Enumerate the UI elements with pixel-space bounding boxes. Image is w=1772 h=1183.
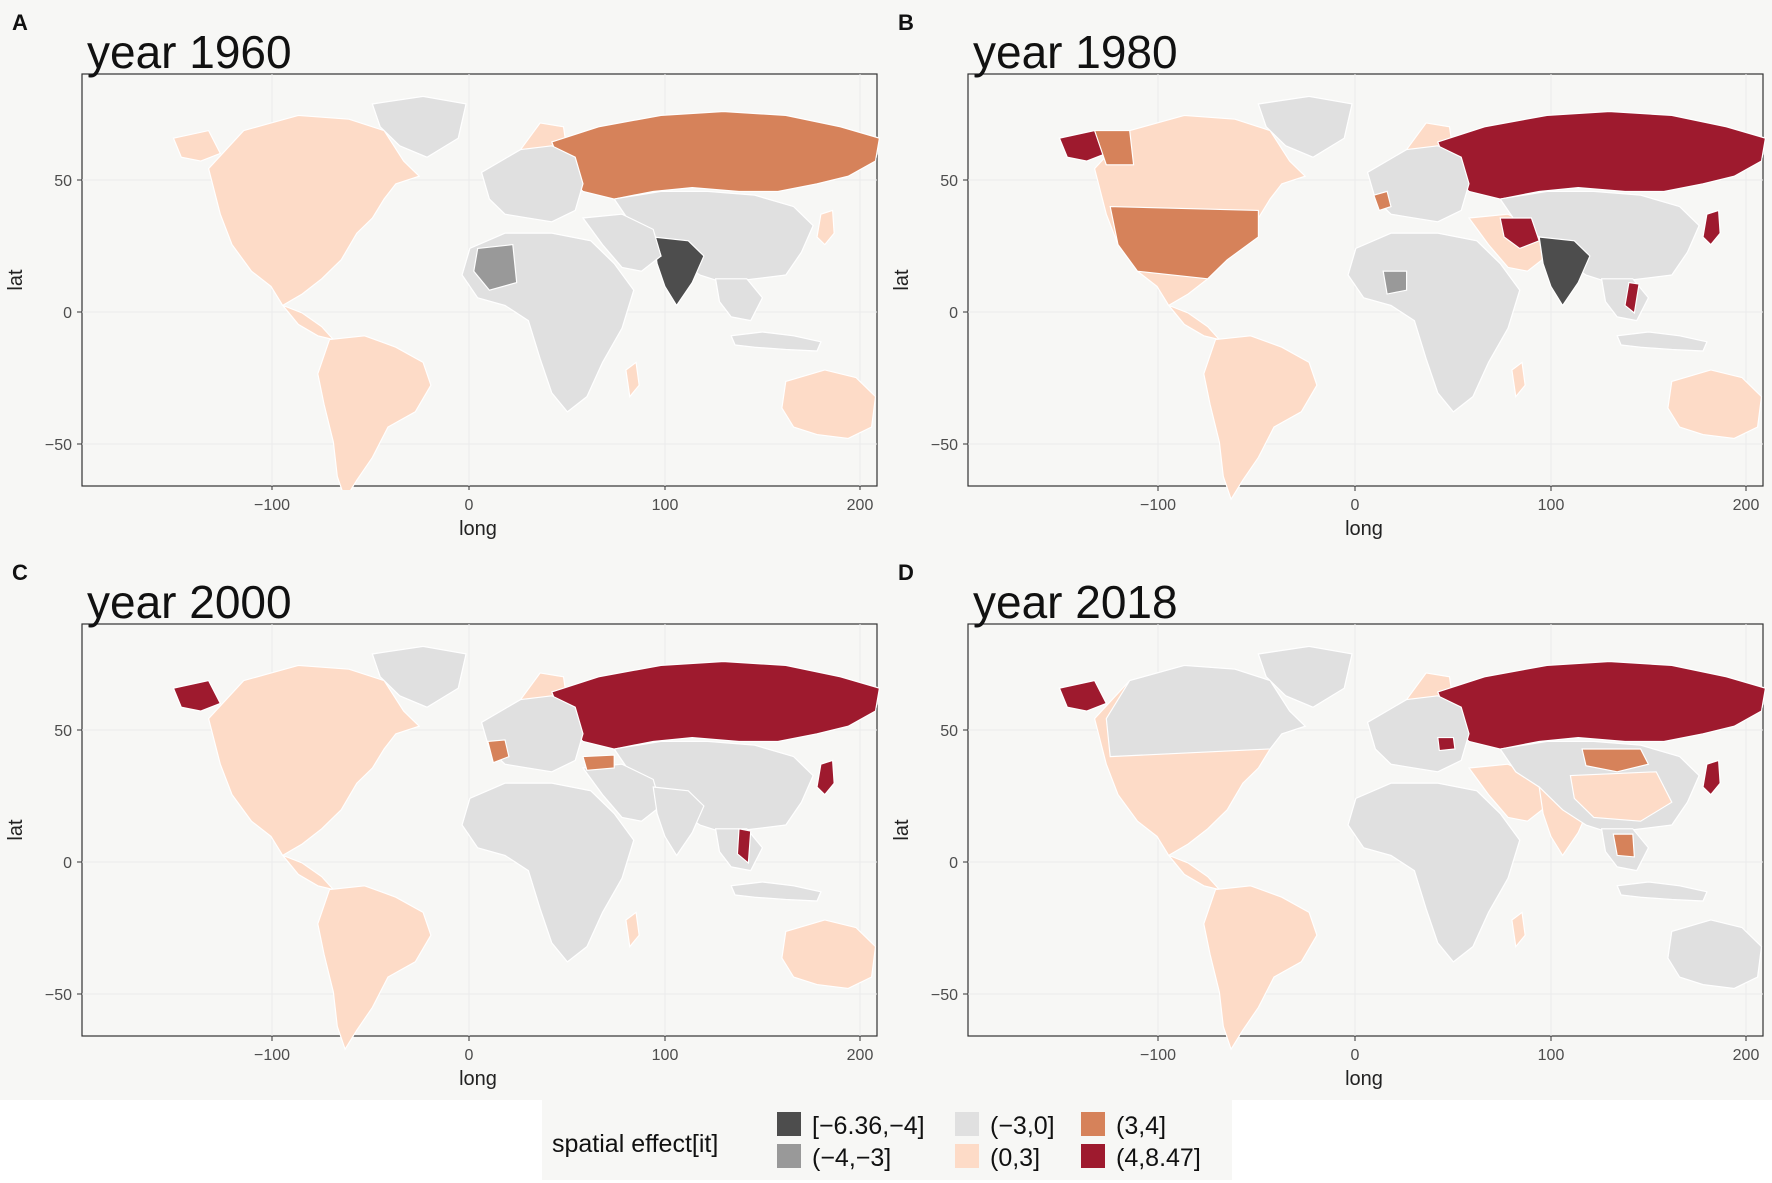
panel-a-letter: A (12, 10, 28, 35)
panel-a-xlabel: long (459, 518, 497, 540)
legend-swatch-3 (955, 1112, 979, 1136)
panel-a-xtick-0: 0 (465, 497, 474, 514)
panel-b-world-map (1058, 95, 1772, 500)
panel-b-xlabel: long (1345, 518, 1383, 540)
panel-b-x-ticks: −100 0 100 200 (1140, 486, 1759, 514)
panel-d-world-map (1058, 645, 1772, 1050)
panel-c: C year 2000 50 0 −50 (0, 550, 902, 1100)
panel-c-ytick-0: 0 (63, 855, 72, 872)
panel-d: D year 2018 50 0 (886, 550, 1772, 1100)
legend-swatch-6 (1081, 1144, 1105, 1168)
panel-a-ytick-0: 0 (63, 305, 72, 322)
panel-a: A year 1960 50 0 (0, 0, 902, 500)
panel-b: B year 1980 50 (886, 0, 1772, 550)
panel-d-xlabel: long (1345, 1068, 1383, 1090)
panel-a-world-map (172, 95, 902, 500)
legend-swatch-2 (777, 1144, 801, 1168)
legend-label-3: (−3,0] (990, 1112, 1055, 1140)
panel-d-ytick-minus50: −50 (931, 987, 958, 1004)
panel-c-ylabel: lat (5, 819, 27, 841)
panel-b-ytick-50: 50 (940, 173, 958, 190)
panel-a-ylabel: lat (5, 269, 27, 291)
panel-a-ytick-50: 50 (54, 173, 72, 190)
panel-a-xtick-200: 200 (847, 497, 874, 514)
panel-a-bottom: −100 0 100 200 long (0, 490, 886, 550)
panel-b-xtick-0: 0 (1351, 497, 1360, 514)
panel-c-x-ticks: −100 0 100 200 (254, 1036, 873, 1064)
legend: spatial effect[it] [−6.36,−4] (−4,−3] (−… (542, 1100, 1232, 1180)
panel-c-y-ticks: 50 0 −50 (45, 723, 82, 1004)
panel-b-xtick-minus100: −100 (1140, 497, 1176, 514)
panel-d-xtick-200: 200 (1733, 1047, 1760, 1064)
panel-b-ytick-minus50: −50 (931, 437, 958, 454)
panel-c-ytick-50: 50 (54, 723, 72, 740)
panel-d-xtick-100: 100 (1538, 1047, 1565, 1064)
panel-b-ytick-0: 0 (949, 305, 958, 322)
panel-d-y-ticks: 50 0 −50 (931, 723, 968, 1004)
panel-c-xtick-100: 100 (652, 1047, 679, 1064)
legend-swatch-1 (777, 1112, 801, 1136)
panel-d-x-ticks: −100 0 100 200 (1140, 1036, 1759, 1064)
panel-d-title: year 2018 (973, 576, 1178, 628)
panel-d-ytick-50: 50 (940, 723, 958, 740)
panel-c-ytick-minus50: −50 (45, 987, 72, 1004)
panel-a-xtick-100: 100 (652, 497, 679, 514)
panel-c-xlabel: long (459, 1068, 497, 1090)
panel-b-xtick-200: 200 (1733, 497, 1760, 514)
legend-label-1: [−6.36,−4] (812, 1112, 925, 1140)
panel-d-ytick-0: 0 (949, 855, 958, 872)
legend-label-6: (4,8.47] (1116, 1144, 1201, 1172)
panel-b-ylabel: lat (891, 269, 913, 291)
panel-b-title: year 1980 (973, 26, 1178, 78)
panel-d-ylabel: lat (891, 819, 913, 841)
legend-swatch-4 (955, 1144, 979, 1168)
panel-b-y-ticks: 50 0 −50 (931, 173, 968, 454)
panel-d-xtick-0: 0 (1351, 1047, 1360, 1064)
legend-label-2: (−4,−3] (812, 1144, 891, 1172)
legend-label-4: (0,3] (990, 1144, 1040, 1172)
panel-c-xtick-minus100: −100 (254, 1047, 290, 1064)
panel-c-title: year 2000 (87, 576, 292, 628)
panel-a-title: year 1960 (87, 26, 292, 78)
legend-background (542, 1100, 1232, 1180)
panel-c-world-map (172, 645, 902, 1050)
panel-d-letter: D (898, 560, 914, 585)
panel-b-xtick-100: 100 (1538, 497, 1565, 514)
legend-title: spatial effect[it] (552, 1130, 718, 1158)
panel-c-xtick-0: 0 (465, 1047, 474, 1064)
panel-a-ytick-minus50: −50 (45, 437, 72, 454)
panel-a-y-ticks: 50 0 −50 (45, 173, 82, 454)
panel-d-xtick-minus100: −100 (1140, 1047, 1176, 1064)
panel-a-xtick-minus100: −100 (254, 497, 290, 514)
legend-label-5: (3,4] (1116, 1112, 1166, 1140)
panel-b-letter: B (898, 10, 914, 35)
panel-c-xtick-200: 200 (847, 1047, 874, 1064)
legend-swatch-5 (1081, 1112, 1105, 1136)
panel-c-letter: C (12, 560, 28, 585)
